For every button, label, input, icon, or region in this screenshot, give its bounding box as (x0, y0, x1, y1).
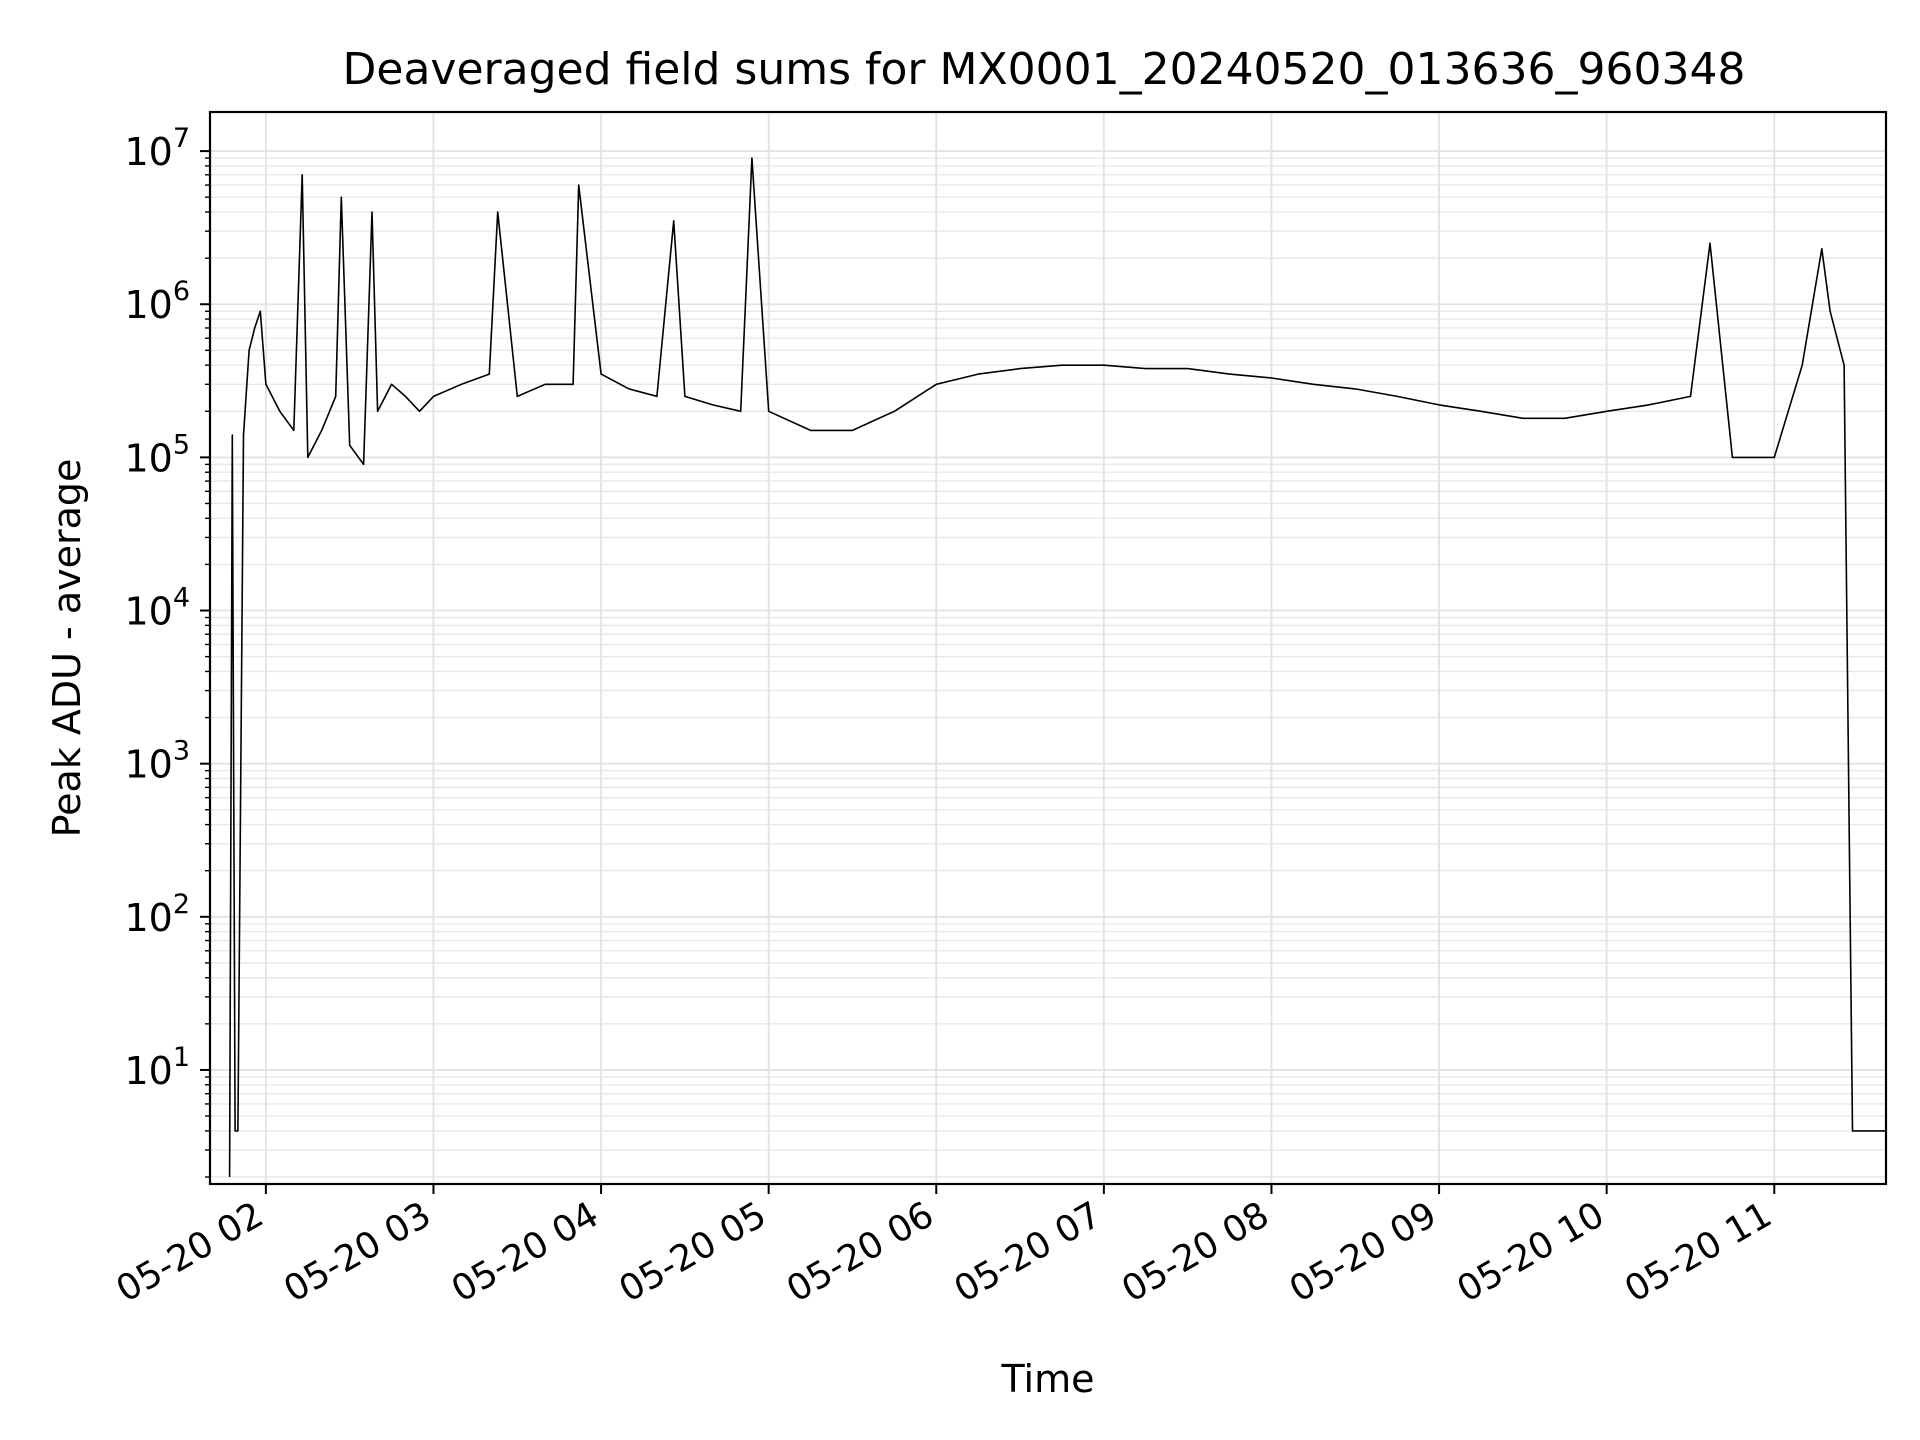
y-tick-label: 103 (124, 736, 190, 787)
data-series-line (228, 157, 1886, 1178)
chart-title: Deaveraged field sums for MX0001_2024052… (343, 44, 1746, 95)
y-axis-label: Peak ADU - average (45, 459, 89, 838)
grid (210, 112, 1886, 1184)
series-layer (228, 157, 1886, 1178)
y-axis: 101 102 103 104 105 106 107 (124, 123, 210, 1178)
y-tick-label: 102 (124, 889, 190, 940)
plot-frame (208, 110, 1888, 1186)
y-tick-label: 107 (124, 123, 190, 174)
x-axis-label: Time (1001, 1357, 1095, 1401)
y-tick-label: 101 (124, 1042, 190, 1093)
y-tick-label: 106 (124, 276, 190, 327)
y-tick-label: 105 (124, 429, 190, 480)
y-tick-label: 104 (124, 583, 190, 634)
